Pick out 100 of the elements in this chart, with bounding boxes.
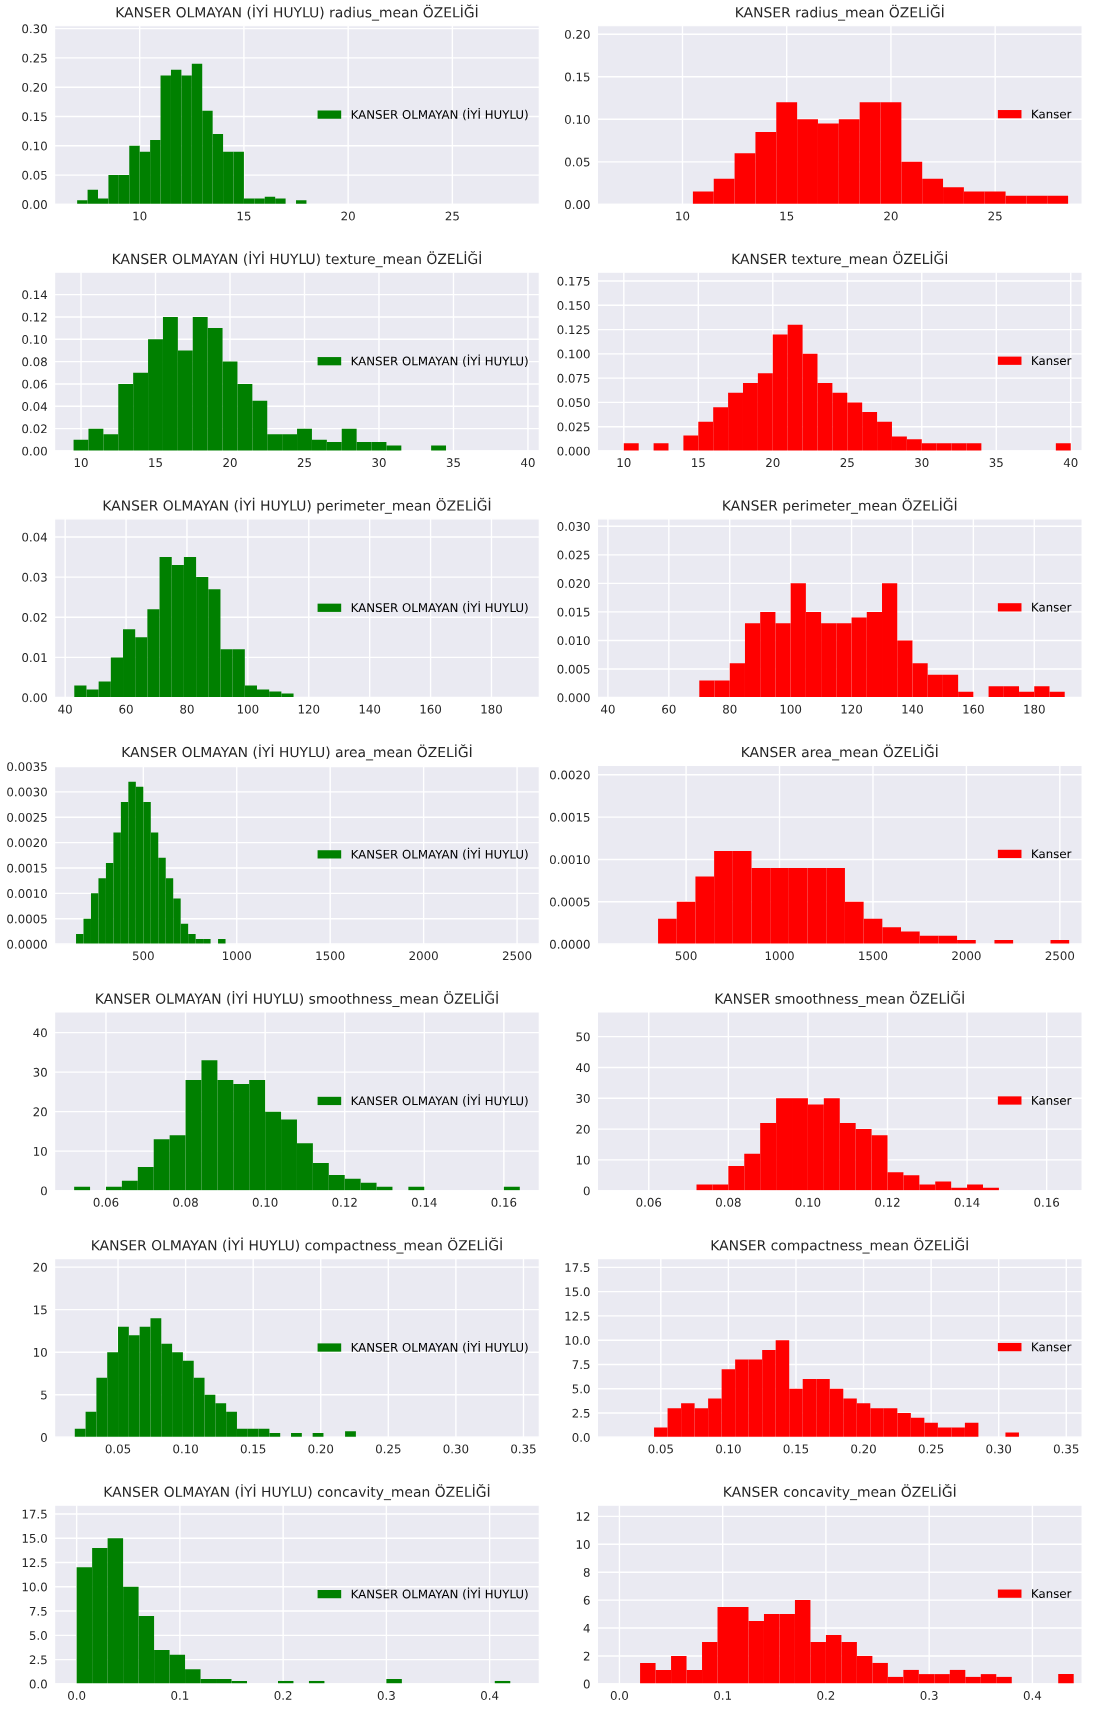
legend-label: Kanser: [1032, 849, 1072, 859]
x-tick-label: 120: [298, 704, 320, 714]
x-tick-label: 20: [766, 458, 780, 468]
x-tick-label: 2500: [1045, 951, 1075, 961]
x-tick-label: 40: [58, 704, 72, 714]
x-tick-label: 25: [445, 211, 459, 221]
y-tick-label: 0.000: [557, 693, 590, 703]
x-tick-label: 25: [297, 458, 311, 468]
x-tick-label: 10: [676, 211, 690, 221]
chart-title: KANSER OLMAYAN (İYİ HUYLU) concavity_mean ÖZELİĞİ: [104, 1484, 490, 1501]
y-tick-label: 17.5: [565, 1263, 590, 1273]
chart-title: KANSER smoothness_mean ÖZELİĞİ: [715, 990, 964, 1007]
y-tick-label: 0.03: [22, 572, 47, 582]
y-tick-label: 0.075: [557, 373, 590, 383]
y-tick-label: 0.0015: [549, 812, 590, 822]
y-tick-label: 0.08: [22, 357, 47, 367]
x-tick-label: 180: [481, 704, 502, 714]
y-tick-label: 0.050: [557, 398, 590, 408]
y-tick-label: 0.00: [22, 446, 47, 456]
x-tick-label: 0.1: [171, 1691, 189, 1700]
chart-title: KANSER OLMAYAN (İYİ HUYLU) texture_mean ÖZELİĞİ: [112, 251, 481, 268]
x-tick-label: 15: [692, 458, 705, 468]
x-tick-label: 25: [840, 458, 854, 468]
y-tick-label: 0.0025: [7, 812, 47, 822]
chart-title: KANSER radius_mean ÖZELİĞİ: [736, 4, 944, 21]
x-tick-label: 35: [989, 458, 1003, 468]
x-tick-label: 160: [963, 704, 984, 714]
y-tick-label: 0: [583, 1186, 590, 1196]
x-tick-label: 10: [133, 211, 147, 221]
y-tick-label: 0.025: [557, 550, 590, 560]
legend-label: Kanser: [1032, 1342, 1072, 1352]
legend-label: KANSER OLMAYAN (İYİ HUYLU): [351, 847, 528, 861]
y-tick-label: 0.05: [564, 157, 590, 167]
y-tick-label: 0.0010: [549, 855, 590, 865]
y-tick-label: 0.02: [22, 612, 47, 622]
x-tick-label: 0.0: [68, 1691, 86, 1700]
chart-title: KANSER compactness_mean ÖZELİĞİ: [711, 1237, 968, 1254]
x-tick-label: 40: [1063, 458, 1078, 468]
x-tick-label: 100: [237, 704, 259, 714]
x-tick-label: 0.15: [783, 1444, 809, 1454]
y-tick-label: 30: [576, 1094, 590, 1103]
y-tick-label: 0.125: [557, 325, 590, 335]
x-tick-label: 1500: [859, 951, 888, 961]
x-tick-label: 20: [341, 211, 355, 221]
x-tick-label: 0.2: [274, 1691, 292, 1700]
y-tick-label: 12: [576, 1512, 590, 1521]
x-tick-label: 80: [723, 704, 737, 714]
y-tick-label: 20: [33, 1262, 47, 1272]
x-tick-label: 15: [780, 211, 794, 221]
y-tick-label: 0.15: [564, 72, 590, 82]
x-tick-label: 1000: [765, 951, 794, 961]
x-tick-label: 0.20: [308, 1444, 334, 1454]
x-tick-label: 40: [521, 458, 535, 468]
x-tick-label: 160: [420, 704, 442, 714]
x-tick-label: 0.2: [817, 1691, 835, 1700]
x-tick-label: 0.4: [1023, 1691, 1042, 1700]
y-tick-label: 40: [33, 1028, 47, 1038]
y-tick-label: 0.0: [29, 1679, 47, 1689]
x-tick-label: 2000: [409, 951, 438, 961]
y-tick-label: 6: [583, 1595, 590, 1605]
y-tick-label: 5: [41, 1390, 47, 1400]
x-tick-label: 0.10: [173, 1444, 198, 1454]
y-tick-label: 17.5: [22, 1509, 47, 1519]
y-tick-label: 0.010: [557, 636, 590, 646]
x-tick-label: 0.3: [920, 1691, 938, 1700]
legend-label: KANSER OLMAYAN (İYİ HUYLU): [351, 1587, 528, 1600]
x-tick-label: 0.05: [105, 1444, 131, 1454]
x-tick-label: 0.10: [252, 1197, 278, 1207]
y-tick-label: 0.20: [22, 82, 47, 92]
chart-title: KANSER OLMAYAN (İYİ HUYLU) area_mean ÖZELİĞİ: [122, 744, 472, 761]
x-tick-label: 10: [74, 458, 88, 468]
x-tick-label: 15: [237, 211, 251, 221]
x-tick-label: 15: [149, 458, 162, 468]
y-tick-label: 4: [583, 1623, 590, 1633]
y-tick-label: 0.015: [557, 607, 590, 617]
x-tick-label: 80: [180, 704, 194, 714]
x-tick-label: 0.10: [795, 1197, 821, 1207]
chart-title: KANSER concavity_mean ÖZELİĞİ: [724, 1484, 956, 1501]
x-tick-label: 0.08: [173, 1197, 198, 1207]
y-tick-label: 0.12: [22, 312, 47, 322]
x-tick-label: 30: [915, 458, 929, 468]
x-tick-label: 20: [223, 458, 237, 468]
y-tick-label: 0.0030: [7, 787, 47, 797]
y-tick-label: 10.0: [22, 1582, 47, 1592]
y-tick-label: 10: [576, 1155, 590, 1165]
chart-title: KANSER OLMAYAN (İYİ HUYLU) radius_mean ÖZELİĞİ: [116, 4, 478, 21]
y-tick-label: 5.0: [29, 1631, 47, 1640]
y-tick-label: 40: [576, 1063, 590, 1073]
x-tick-label: 0.06: [93, 1197, 119, 1207]
y-tick-label: 0.0005: [549, 897, 590, 907]
x-tick-label: 140: [902, 704, 923, 714]
x-tick-label: 0.35: [1053, 1444, 1079, 1454]
x-tick-label: 1500: [316, 951, 345, 961]
x-tick-label: 100: [780, 704, 802, 714]
y-tick-label: 0.0005: [7, 914, 47, 924]
x-tick-label: 10: [617, 458, 631, 468]
y-tick-label: 0.150: [557, 301, 590, 310]
y-tick-label: 10.0: [565, 1335, 590, 1345]
x-tick-label: 0.08: [715, 1197, 741, 1207]
y-tick-label: 5.0: [572, 1384, 590, 1394]
